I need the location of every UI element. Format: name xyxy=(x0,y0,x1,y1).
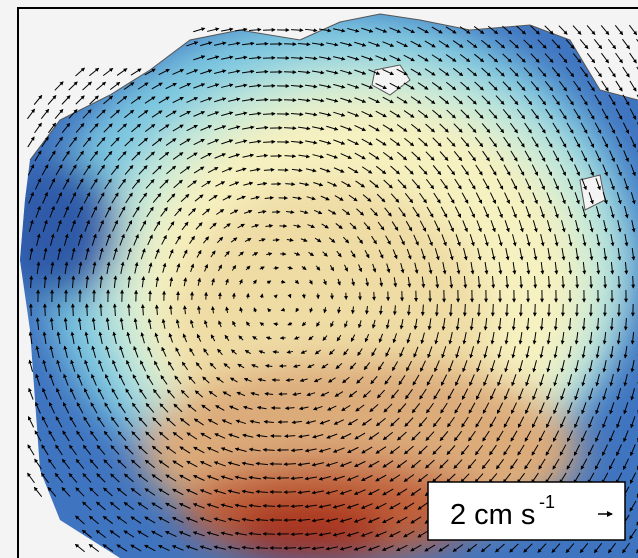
vector-arrow xyxy=(281,282,285,283)
vector-arrow xyxy=(605,276,606,288)
legend-label: 2 cm s xyxy=(450,499,535,531)
vector-arrow xyxy=(274,268,279,269)
vector-arrow xyxy=(493,304,494,316)
vector-arrow xyxy=(284,520,296,521)
vector-arrow xyxy=(263,58,275,59)
vector-arrow xyxy=(263,114,275,115)
legend-exponent: -1 xyxy=(539,492,555,512)
vector-arrow xyxy=(284,72,296,73)
vector-arrow xyxy=(451,304,452,316)
vector-arrow xyxy=(45,304,46,316)
vector-arrow xyxy=(263,86,275,87)
vector-arrow xyxy=(263,534,275,535)
vector-arrow xyxy=(101,304,102,316)
vector-arrow xyxy=(248,294,249,299)
vector-arrow xyxy=(507,304,508,316)
vector-arrow xyxy=(87,304,88,316)
vector-arrow xyxy=(263,506,275,507)
vector-arrow xyxy=(479,304,480,316)
vector-arrow xyxy=(633,276,634,288)
vector-arrow xyxy=(304,294,305,298)
vector-arrow xyxy=(59,304,60,316)
vector-arrow xyxy=(318,293,319,298)
vector-arrow xyxy=(465,304,466,316)
vector-arrow xyxy=(591,276,592,288)
scale-legend: 2 cm s -1 xyxy=(428,482,625,540)
vector-arrow xyxy=(274,324,278,325)
current-map: 2 cm s -1 xyxy=(0,0,638,558)
vector-arrow xyxy=(619,276,620,288)
vector-arrow xyxy=(284,100,296,101)
vector-arrow xyxy=(284,492,296,493)
vector-arrow xyxy=(284,128,296,129)
vector-arrow xyxy=(73,304,74,316)
